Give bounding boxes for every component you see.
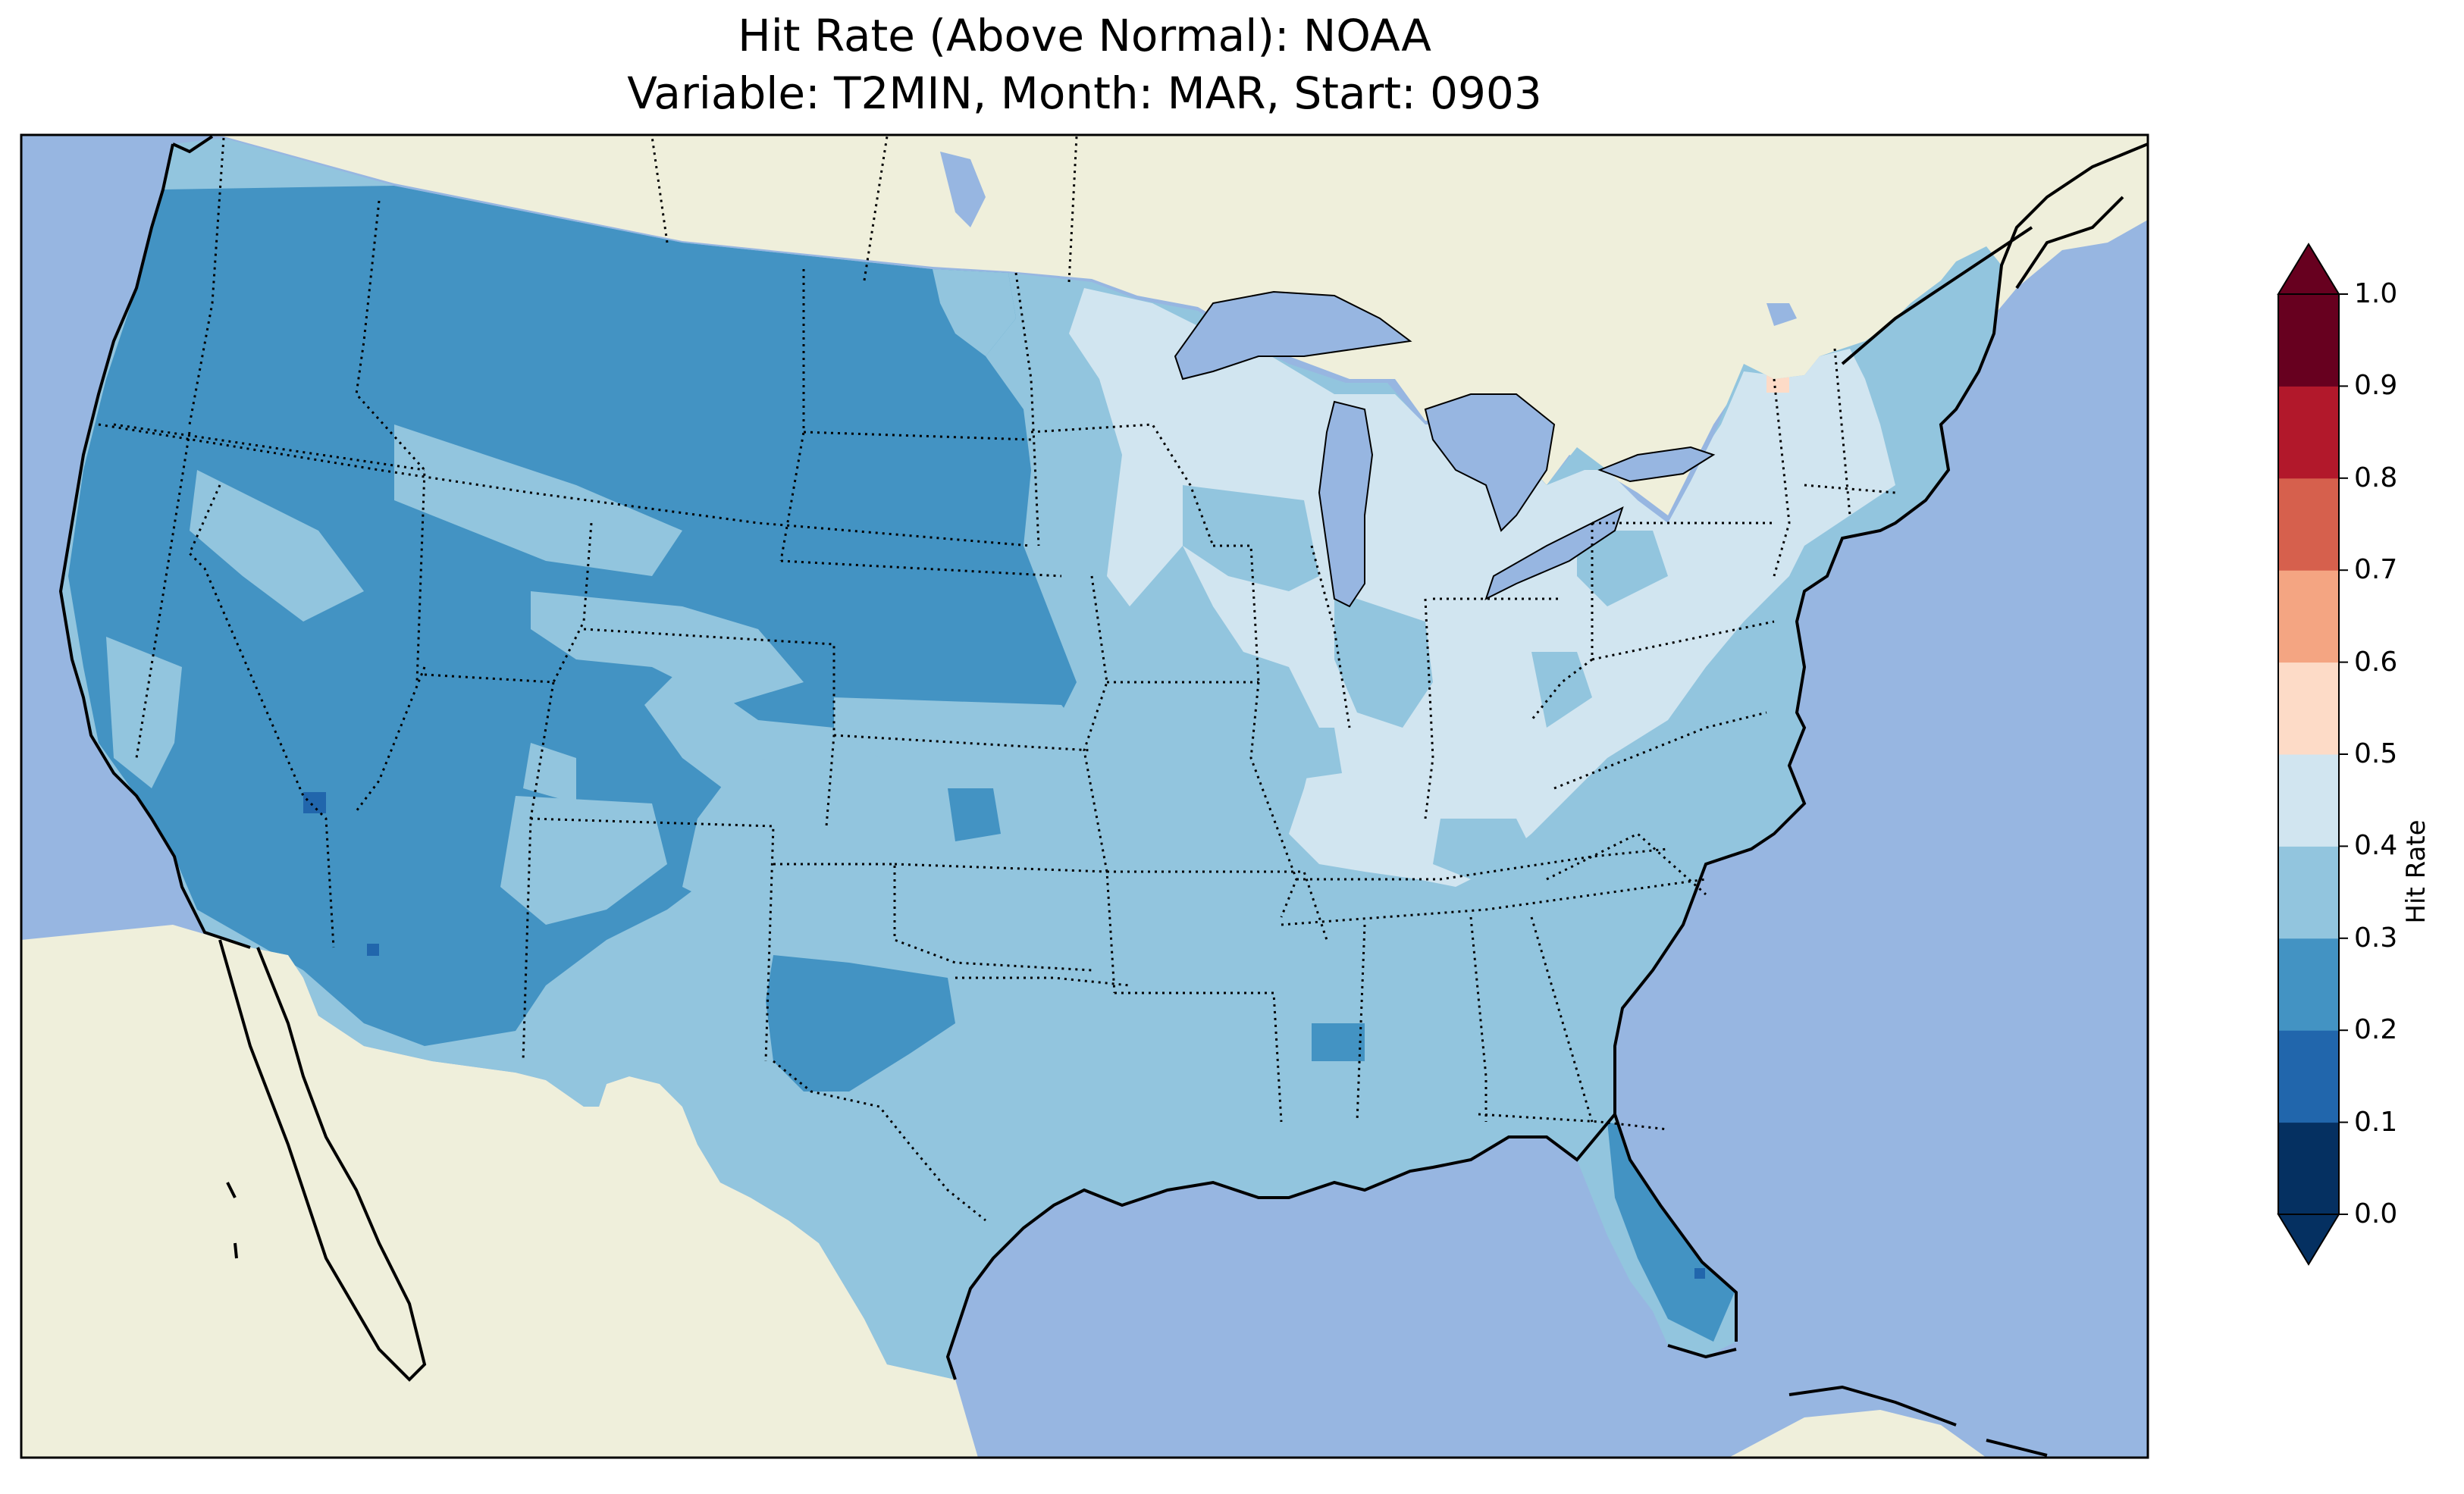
chart-title-line1: Hit Rate (Above Normal): NOAA <box>738 10 1431 61</box>
colorbar-label: Hit Rate <box>2401 819 2431 924</box>
colorbar-level <box>2278 1122 2339 1215</box>
state-borders <box>98 136 1896 1222</box>
colorbar-tick-label: 0.0 <box>2354 1198 2398 1229</box>
colorbar-level <box>2278 938 2339 1031</box>
colorbar-level <box>2278 570 2339 663</box>
colorbar-tick-label: 0.3 <box>2354 922 2398 954</box>
colorbar-tick-label: 0.1 <box>2354 1106 2398 1138</box>
colorbar-level <box>2278 662 2339 755</box>
chart-title-line2: Variable: T2MIN, Month: MAR, Start: 0903 <box>627 67 1542 119</box>
colorbar-extend-min <box>2277 1214 2340 1266</box>
colorbar-level <box>2278 478 2339 571</box>
colorbar-tick-label: 0.4 <box>2354 830 2398 862</box>
colorbar-tick-label: 0.9 <box>2354 370 2398 402</box>
colorbar-tick-label: 0.5 <box>2354 738 2398 769</box>
colorbar-tick-label: 0.2 <box>2354 1014 2398 1046</box>
colorbar-tick-label: 0.7 <box>2354 554 2398 586</box>
colorbar <box>2277 243 2348 1266</box>
colorbar-level <box>2278 1030 2339 1123</box>
colorbar-tick-label: 0.8 <box>2354 462 2398 493</box>
colorbar-level <box>2278 386 2339 479</box>
colorbar-level <box>2278 754 2339 847</box>
coastlines <box>58 135 2148 1457</box>
colorbar-tick-label: 0.6 <box>2354 646 2398 678</box>
colorbar-level <box>2278 846 2339 939</box>
map-frame <box>20 133 2149 1459</box>
colorbar-extend-max <box>2277 243 2340 295</box>
colorbar-tick-label: 1.0 <box>2354 278 2398 309</box>
colorbar-level <box>2278 294 2339 387</box>
